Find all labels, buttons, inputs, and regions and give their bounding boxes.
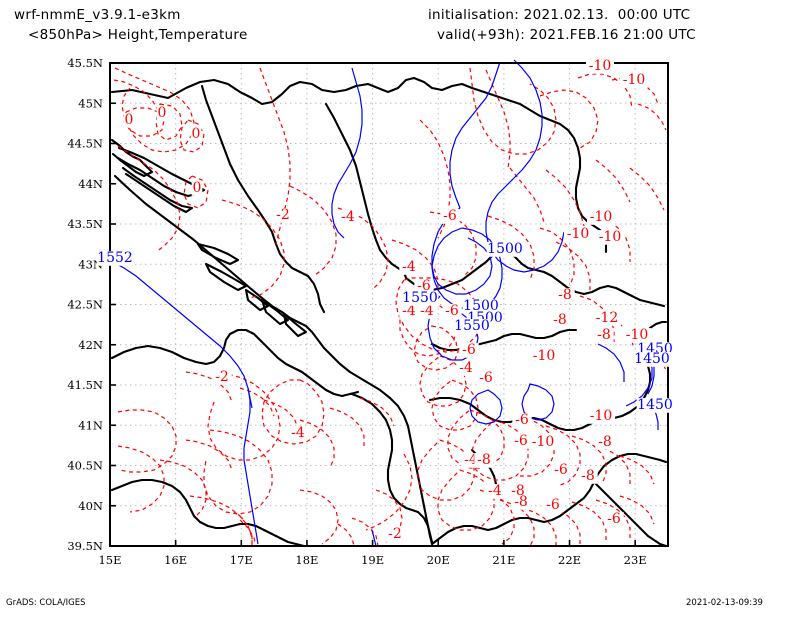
y-tick-label: 45.5N [67, 56, 103, 70]
y-tick-label: 45N [78, 96, 103, 110]
y-tick-label: 41.5N [67, 378, 103, 392]
temperature-label: -4 [488, 483, 502, 499]
temperature-label: -4 [341, 209, 355, 225]
y-tick-label: 40N [78, 499, 103, 513]
temperature-label: -10 [567, 226, 590, 242]
temperature-label: -2 [388, 526, 402, 542]
temperature-label: -6 [462, 342, 476, 358]
temperature-label: -10 [532, 434, 555, 450]
temperature-label: -6 [445, 303, 459, 319]
x-axis-labels: 15E 16E 17E 18E 19E 20E 21E 22E 23E [98, 553, 646, 567]
temperature-label: -6 [443, 208, 457, 224]
temperature-label: -8 [514, 494, 528, 510]
temperature-label: -2 [215, 369, 229, 385]
height-label: 1500 [463, 298, 499, 314]
temperature-label: -8 [553, 312, 567, 328]
temperature-label: -10 [590, 408, 613, 424]
temperature-label: -10 [599, 229, 622, 245]
temperature-label: -6 [515, 412, 529, 428]
initialisation-time: initialisation: 2021.02.13. 00:00 UTC [428, 7, 691, 23]
temperature-label: -12 [596, 310, 619, 326]
y-tick-label: 44N [78, 177, 103, 191]
temperature-label: -4 [459, 360, 473, 376]
temperature-label: -8 [597, 327, 611, 343]
temperature-label: -6 [546, 497, 560, 513]
x-tick-label: 16E [164, 553, 187, 567]
x-tick-label: 20E [427, 553, 450, 567]
footer-timestamp: 2021-02-13-09:39 [686, 598, 763, 608]
model-title: wrf-nmmE_v3.9.1-e3km [14, 7, 181, 23]
x-tick-label: 22E [558, 553, 581, 567]
temperature-contour-labels: 0 000-2 -4 -6-10-10-10-10 -10-4-6-8-8 -12-8 -1… [123, 58, 652, 542]
temperature-label: -10 [589, 58, 612, 74]
temperature-label: 0 [125, 112, 134, 128]
x-tick-label: 19E [361, 553, 384, 567]
height-label: 1550 [454, 318, 490, 334]
x-tick-label: 17E [230, 553, 253, 567]
temperature-label: -6 [479, 370, 493, 386]
valid-time: valid(+93h): 2021.FEB.16 21:00 UTC [437, 27, 696, 43]
coastline-layer [110, 76, 668, 548]
temperature-label: 0 [193, 180, 202, 196]
x-tick-label: 21E [492, 553, 515, 567]
temperature-label: -10 [590, 209, 613, 225]
temperature-label: 0 [192, 126, 201, 142]
y-tick-label: 41N [78, 418, 103, 432]
y-tick-label: 39.5N [67, 539, 103, 553]
temperature-label: -4 [291, 425, 305, 441]
y-tick-label: 40.5N [67, 459, 103, 473]
temperature-label: -10 [623, 72, 646, 88]
temperature-label: -6 [417, 278, 431, 294]
height-label: 1550 [402, 290, 438, 306]
height-label: 1450 [637, 397, 673, 413]
temperature-label: -4 [402, 259, 416, 275]
temperature-label: -10 [533, 348, 556, 364]
temperature-label: 0 [158, 105, 167, 121]
temperature-label: -8 [581, 468, 595, 484]
temperature-label: -6 [514, 433, 528, 449]
height-label: 1450 [634, 351, 670, 367]
temperature-label: -4 [402, 303, 416, 319]
temperature-label: -8 [598, 434, 612, 450]
temperature-label: -10 [626, 327, 649, 343]
footer-credit: GrADS: COLA/IGES [6, 598, 86, 608]
y-axis-labels: 39.5N40N40.5N41N41.5N42N42.5N43N43.5N44N… [67, 56, 103, 553]
x-tick-marks [109, 540, 636, 546]
y-tick-label: 44.5N [67, 137, 103, 151]
temperature-label: -8 [511, 483, 525, 499]
y-tick-label: 42.5N [67, 298, 103, 312]
temperature-label: -6 [607, 511, 621, 527]
height-label: 1500 [487, 241, 523, 257]
y-tick-label: 43.5N [67, 217, 103, 231]
height-label: 1552 [97, 250, 133, 266]
temperature-label: -8 [477, 452, 491, 468]
x-tick-label: 15E [98, 553, 121, 567]
temperature-label: -4 [420, 303, 434, 319]
gridlines [110, 63, 668, 546]
level-title: <850hPa> Height,Temperature [28, 27, 248, 43]
x-tick-label: 23E [624, 553, 647, 567]
temperature-label: -6 [554, 462, 568, 478]
temperature-label: -2 [276, 207, 290, 223]
x-tick-label: 18E [295, 553, 318, 567]
temperature-label: -8 [558, 287, 572, 303]
y-tick-label: 42N [78, 338, 103, 352]
